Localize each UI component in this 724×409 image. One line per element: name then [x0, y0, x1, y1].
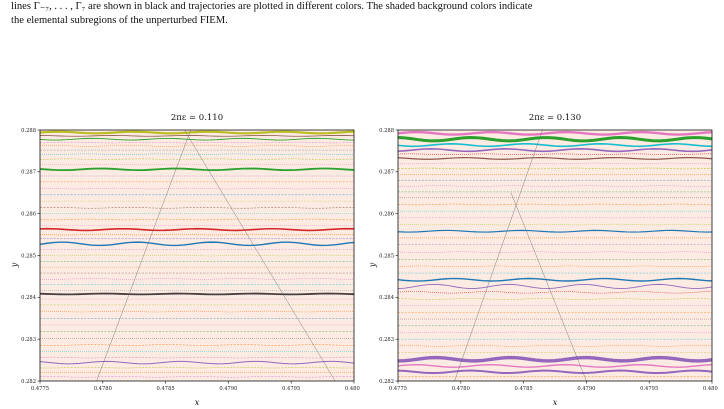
right-y-tick-label: 0.284: [379, 295, 395, 301]
left-y-tick-labels: 0.282 0.283 0.284 0.285 0.286 0.287 0.288: [21, 128, 40, 385]
right-trajectory-27: [397, 298, 713, 300]
left-y-tick-label: 0.286: [21, 211, 36, 217]
left-trajectory-7: [39, 158, 355, 160]
right-phase-portrait-chart: 2πε = 0.130 0.2820.2830.2840.2850.2860.2…: [368, 113, 718, 407]
right-subregion-background: [398, 130, 712, 381]
left-x-tick-label: 0.4795: [282, 386, 300, 392]
left-trajectory-1: [39, 135, 355, 137]
right-trajectory-32: [397, 331, 713, 334]
right-y-tick-label: 0.285: [379, 253, 394, 259]
right-x-tick-labels: 0.4775 0.4780 0.4785 0.4790 0.4795 0.4800: [389, 381, 718, 392]
right-x-tick-label: 0.4795: [640, 386, 658, 392]
left-x-tick-labels: 0.4775 0.4780 0.4785 0.4790 0.4795 0.4800: [31, 381, 360, 392]
right-trajectory-34: [397, 345, 713, 347]
right-trajectory-17: [397, 229, 713, 233]
right-trajectory-0: [397, 130, 713, 136]
left-subregion-background: [40, 130, 354, 381]
left-trajectory-17: [39, 218, 355, 221]
left-trajectory-4: [39, 145, 355, 147]
left-trajectory-24: [39, 254, 355, 257]
left-trajectory-15: [39, 207, 355, 209]
right-trajectory-4: [397, 153, 713, 155]
left-x-tick-label: 0.4775: [31, 386, 49, 392]
right-y-tick-label: 0.288: [379, 128, 394, 134]
left-trajectory-41: [39, 356, 354, 359]
left-trajectory-43: [39, 366, 355, 369]
right-y-axis-label: y: [368, 262, 377, 268]
left-chart-title: 2πε = 0.110: [171, 113, 223, 123]
left-y-tick-label: 0.287: [21, 170, 36, 176]
right-trajectory-2: [397, 143, 713, 148]
right-x-tick-label: 0.4780: [452, 386, 470, 392]
right-trajectory-24: [397, 277, 713, 282]
right-y-tick-labels: 0.282 0.283 0.284 0.285 0.286 0.287 0.288: [379, 128, 398, 385]
left-y-tick-label: 0.284: [21, 295, 37, 301]
left-boundary-line-1: [184, 129, 336, 382]
right-trajectory-26: [397, 291, 713, 294]
left-x-tick-label: 0.4780: [94, 386, 112, 392]
right-trajectory-36: [397, 355, 713, 363]
left-y-axis-label: y: [10, 262, 19, 268]
left-y-tick-label: 0.288: [21, 128, 36, 134]
right-y-tick-label: 0.283: [379, 337, 394, 343]
caption-line-1: lines Γ₋₇, . . . , Γ₇ are shown in black…: [11, 1, 533, 12]
right-trajectory-25: [397, 283, 713, 289]
left-trajectory-45: [39, 376, 355, 378]
left-x-tick-label: 0.4785: [157, 386, 175, 392]
left-trajectory-34: [39, 310, 355, 313]
right-trajectory-5: [397, 157, 713, 160]
right-boundary-line-0: [454, 129, 543, 382]
left-x-tick-label: 0.4800: [345, 386, 360, 392]
caption-line-2: the elemental subregions of the unpertur…: [11, 15, 228, 26]
left-trajectory-3: [39, 141, 355, 144]
left-y-tick-label: 0.282: [21, 379, 36, 385]
right-x-axis-label: x: [553, 398, 558, 407]
right-trajectory-22: [397, 265, 713, 268]
left-phase-portrait-chart: 2πε = 0.110 0.2820.2830.2840.2850.2860.2…: [10, 113, 360, 407]
left-trajectory-31: [39, 292, 355, 296]
left-trajectory-12: [39, 187, 355, 190]
left-trajectory-42: [39, 360, 355, 365]
left-trajectory-20: [39, 233, 355, 236]
right-trajectory-3: [397, 148, 713, 153]
right-boundary-line-1: [510, 192, 587, 382]
left-trajectory-22: [39, 241, 355, 247]
right-plot-area: [397, 129, 713, 382]
left-trajectory-19: [39, 227, 355, 232]
left-trajectory-6: [39, 153, 355, 155]
right-x-tick-label: 0.4800: [703, 386, 718, 392]
left-y-tick-label: 0.285: [21, 253, 36, 259]
figure-caption: lines Γ₋₇, . . . , Γ₇ are shown in black…: [11, 0, 716, 28]
right-trajectory-6: [397, 162, 713, 165]
left-trajectory-0: [39, 130, 355, 135]
right-y-tick-label: 0.286: [379, 211, 394, 217]
right-trajectory-7: [397, 167, 713, 170]
right-trajectory-37: [397, 363, 713, 368]
left-x-tick-label: 0.4790: [219, 386, 237, 392]
left-trajectory-39: [39, 344, 355, 346]
left-plot-area: [39, 129, 355, 382]
right-trajectory-1: [397, 136, 713, 143]
left-y-tick-label: 0.283: [21, 337, 36, 343]
left-trajectory-9: [39, 167, 355, 172]
right-trajectory-38: [397, 369, 713, 375]
right-x-tick-label: 0.4785: [515, 386, 533, 392]
right-trajectory-20: [397, 251, 713, 253]
right-x-tick-label: 0.4790: [577, 386, 595, 392]
right-y-tick-label: 0.282: [379, 379, 394, 385]
right-x-tick-label: 0.4775: [389, 386, 407, 392]
left-trajectory-2: [39, 137, 355, 141]
right-trajectory-16: [397, 223, 713, 226]
left-x-axis-label: x: [195, 398, 200, 407]
right-trajectory-10: [398, 185, 713, 187]
right-trajectory-13: [397, 203, 713, 206]
left-boundary-line-0: [96, 129, 191, 382]
right-y-tick-label: 0.287: [379, 170, 394, 176]
right-chart-title: 2πε = 0.130: [529, 113, 581, 123]
left-trajectory-28: [39, 278, 355, 280]
